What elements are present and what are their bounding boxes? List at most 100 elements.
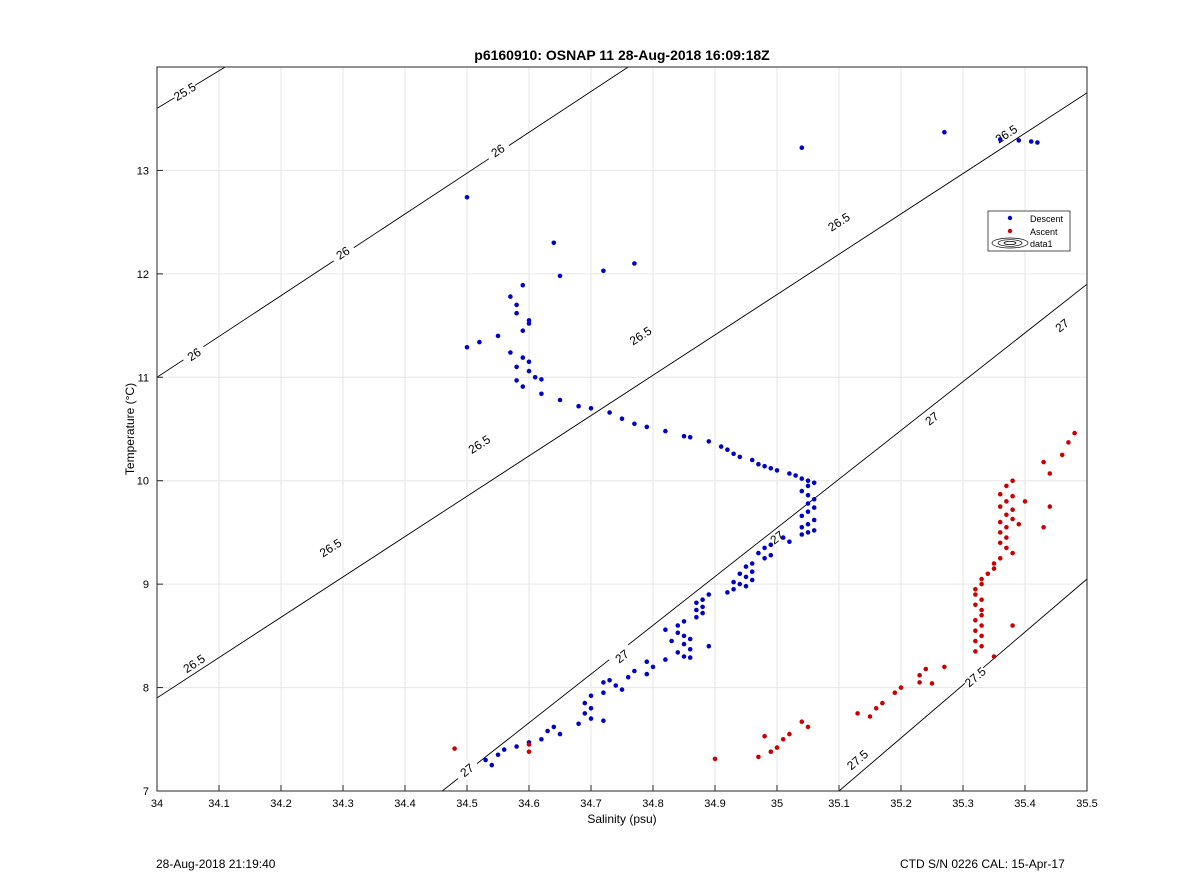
x-axis-label: Salinity (psu) <box>587 812 656 826</box>
contour-label-bg <box>465 432 494 457</box>
x-tick-label: 35.2 <box>890 798 911 810</box>
ascent-point <box>991 566 997 571</box>
ascent-point <box>712 756 718 762</box>
descent-point <box>632 261 637 266</box>
ascent-point <box>973 638 978 644</box>
ascent-point <box>756 754 761 760</box>
descent-point <box>514 310 519 316</box>
descent-point <box>532 375 538 380</box>
ascent-point <box>768 749 774 754</box>
x-tick-label: 34.6 <box>518 798 539 810</box>
contour-label-bg <box>453 757 481 784</box>
x-tick-label: 35 <box>771 798 783 810</box>
x-tick-label: 34 <box>151 798 163 810</box>
y-tick-label: 10 <box>137 476 149 488</box>
ascent-point <box>923 666 929 672</box>
ascent-point <box>1004 545 1009 551</box>
descent-point <box>762 556 767 561</box>
descent-point <box>675 623 681 628</box>
descent-point <box>731 579 736 585</box>
contour-label-bg <box>961 664 990 691</box>
ascent-point <box>991 561 997 566</box>
descent-point <box>551 724 557 730</box>
descent-point <box>737 581 743 587</box>
descent-point <box>464 345 470 350</box>
descent-point <box>749 457 755 463</box>
descent-point <box>743 564 749 569</box>
ascent-point <box>1059 452 1065 458</box>
ascent-point <box>780 737 786 742</box>
descent-point <box>514 744 519 749</box>
y-tick-label: 12 <box>137 269 149 281</box>
descent-point <box>663 627 668 632</box>
descent-point <box>464 195 470 200</box>
contour-label-bg <box>316 535 345 561</box>
x-tick-label: 34.2 <box>270 798 291 810</box>
descent-point <box>774 468 780 473</box>
contour-label-bg <box>608 643 636 670</box>
descent-point <box>799 513 805 519</box>
contour-line-26 <box>157 67 629 378</box>
descent-point <box>514 378 519 383</box>
descent-point <box>749 569 755 574</box>
ascent-point <box>973 602 978 608</box>
ascent-point <box>1072 430 1077 436</box>
descent-point <box>799 488 805 494</box>
ascent-point <box>1066 440 1071 445</box>
ascent-point <box>1022 499 1028 504</box>
ascent-point <box>917 672 922 678</box>
descent-point <box>805 509 811 514</box>
x-tick-label: 34.3 <box>332 798 353 810</box>
descent-point <box>582 711 588 716</box>
ascent-point <box>892 690 898 695</box>
descent-point <box>756 550 761 556</box>
descent-point <box>675 650 681 655</box>
ascent-point <box>452 746 457 751</box>
descent-point <box>601 690 606 695</box>
ascent-series <box>452 430 1077 762</box>
descent-point <box>644 659 650 664</box>
descent-point <box>625 674 631 680</box>
x-tick-label: 34.8 <box>642 798 663 810</box>
descent-point <box>700 604 705 610</box>
footer-timestamp: 28-Aug-2018 21:19:40 <box>156 857 276 871</box>
descent-point <box>526 321 532 326</box>
descent-point <box>725 590 730 595</box>
descent-point <box>514 364 519 370</box>
ascent-point <box>1004 525 1009 530</box>
ascent-point <box>997 504 1003 509</box>
descent-point <box>681 654 687 659</box>
descent-point <box>718 444 724 449</box>
descent-point <box>793 473 798 478</box>
descent-series <box>464 129 1040 768</box>
descent-point <box>526 359 532 365</box>
ascent-point <box>1041 525 1046 530</box>
descent-point <box>706 592 712 597</box>
y-tick-label: 11 <box>138 372 149 384</box>
ascent-point <box>1010 550 1015 556</box>
contour-line-27 <box>441 283 1087 791</box>
y-tick-label: 13 <box>137 165 149 177</box>
ascent-point <box>1041 459 1046 465</box>
ascent-point <box>526 749 532 754</box>
axes: 34 34.1 34.2 34.3 34.4 34.5 34.6 34.7 34.8 34.9 35… <box>137 165 1098 810</box>
ascent-point <box>997 556 1003 561</box>
descent-point <box>799 476 805 481</box>
ascent-point <box>979 623 984 628</box>
contour-label-bg <box>626 323 655 349</box>
y-tick-label: 8 <box>143 683 149 695</box>
ascent-point <box>799 719 805 724</box>
descent-point <box>780 535 786 540</box>
descent-point <box>514 302 519 308</box>
descent-point <box>694 614 699 620</box>
descent-point <box>477 339 482 345</box>
descent-point <box>737 454 743 460</box>
descent-point <box>495 752 501 758</box>
ascent-point <box>1004 512 1009 518</box>
ascent-point <box>774 745 780 750</box>
descent-point <box>619 416 625 422</box>
descent-point <box>675 630 681 636</box>
contour-label-bg <box>180 651 209 677</box>
ascent-point <box>898 685 904 690</box>
